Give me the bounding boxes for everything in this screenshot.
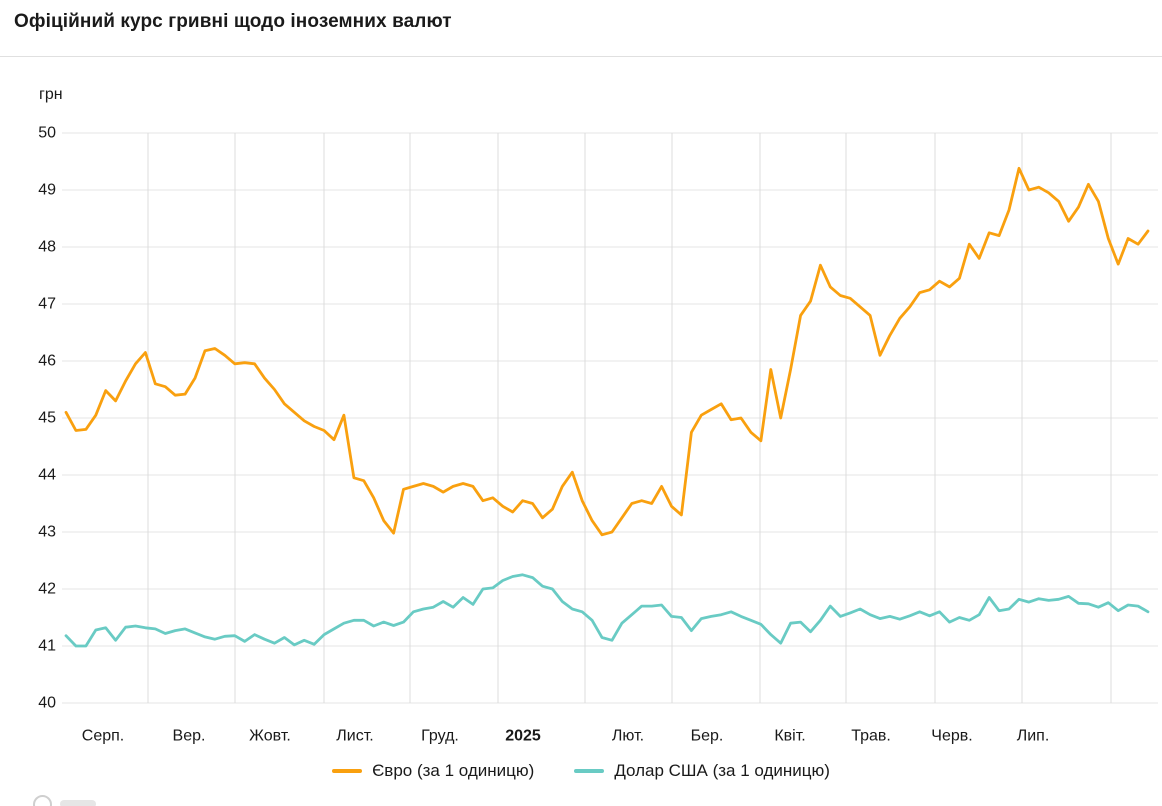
legend-item-euro[interactable]: Євро (за 1 одиницю) (332, 761, 534, 781)
x-tick-label: Вер. (173, 728, 206, 745)
legend-label: Євро (за 1 одиницю) (372, 761, 535, 780)
x-tick-label: Лист. (336, 728, 373, 745)
x-tick-label: Бер. (691, 728, 724, 745)
partial-logo-icon (33, 795, 52, 806)
y-tick-label: 47 (38, 296, 56, 313)
x-tick-label: Лип. (1017, 728, 1050, 745)
partial-logo-text (60, 800, 96, 806)
x-tick-label: 2025 (505, 728, 541, 745)
x-tick-label: Трав. (851, 728, 891, 745)
x-tick-label: Серп. (82, 728, 124, 745)
page-title: Офіційний курс гривні щодо іноземних вал… (14, 11, 452, 32)
y-tick-label: 50 (38, 125, 56, 142)
usd-series-line (64, 573, 1150, 648)
euro-legend-swatch-icon (332, 769, 363, 773)
y-tick-label: 43 (38, 524, 56, 541)
y-tick-label: 44 (38, 467, 56, 484)
y-tick-label: 48 (38, 239, 56, 256)
y-tick-label: 42 (38, 581, 56, 598)
x-tick-label: Жовт. (249, 728, 291, 745)
header-divider (0, 56, 1162, 57)
usd-legend-swatch-icon (574, 769, 605, 773)
legend-label: Долар США (за 1 одиницю) (614, 761, 830, 780)
x-tick-label: Черв. (931, 728, 972, 745)
euro-series-line (64, 166, 1150, 537)
y-tick-label: 40 (38, 695, 56, 712)
x-tick-label: Лют. (612, 728, 644, 745)
y-tick-label: 49 (38, 182, 56, 199)
y-tick-label: 41 (38, 638, 56, 655)
y-tick-label: 45 (38, 410, 56, 427)
legend-item-usd[interactable]: Долар США (за 1 одиницю) (574, 761, 830, 781)
horizontal-gridlines (62, 132, 1158, 704)
x-tick-label: Груд. (421, 728, 459, 745)
chart-legend: Євро (за 1 одиницю) Долар США (за 1 одини… (0, 761, 1162, 781)
vertical-gridlines (147, 133, 1112, 703)
x-tick-label: Квіт. (774, 728, 805, 745)
y-tick-label: 46 (38, 353, 56, 370)
y-axis-unit-label: грн (39, 86, 63, 103)
